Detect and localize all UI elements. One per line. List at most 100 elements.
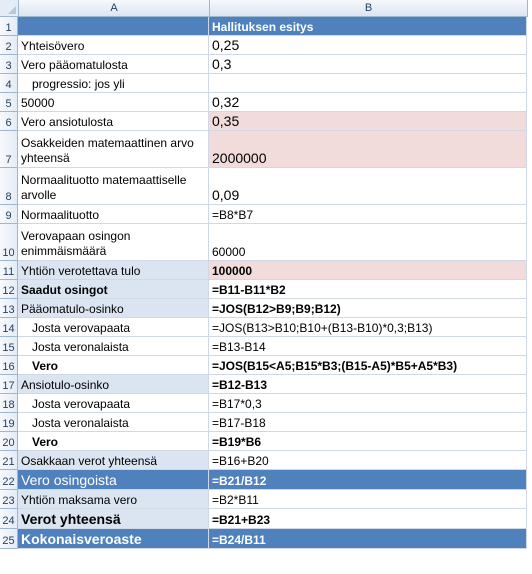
cell-b10[interactable]: 60000 — [209, 224, 527, 261]
cell-a15[interactable]: Josta veronalaista — [18, 337, 209, 356]
cell-a13[interactable]: Pääomatulo-osinko — [18, 299, 209, 318]
cell-b9[interactable]: =B8*B7 — [209, 205, 527, 224]
sheet-row: 17 Ansiotulo-osinko =B12-B13 — [0, 375, 532, 394]
sheet-row: 11 Yhtiön verotettava tulo 100000 — [0, 261, 532, 280]
cell-b21[interactable]: =B16+B20 — [209, 451, 527, 470]
row-header[interactable]: 5 — [0, 93, 18, 112]
cell-b3[interactable]: 0,3 — [209, 55, 527, 74]
row-header[interactable]: 2 — [0, 36, 18, 55]
cell-a8[interactable]: Normaalituotto matemaattiselle arvolle — [18, 168, 209, 205]
cell-b12[interactable]: =B11-B11*B2 — [209, 280, 527, 299]
cell-b16[interactable]: =JOS(B15<A5;B15*B3;(B15-A5)*B5+A5*B3) — [209, 356, 527, 375]
row-header[interactable]: 22 — [0, 470, 18, 490]
cell-a18[interactable]: Josta verovapaata — [18, 394, 209, 413]
row-header[interactable]: 18 — [0, 394, 18, 413]
cell-b1[interactable]: Hallituksen esitys — [209, 17, 527, 36]
cell-b7[interactable]: 2000000 — [209, 131, 527, 168]
sheet-row: 20 Vero =B19*B6 — [0, 432, 532, 451]
row-header[interactable]: 23 — [0, 490, 18, 509]
cell-a3[interactable]: Vero pääomatulosta — [18, 55, 209, 74]
cell-a21[interactable]: Osakkaan verot yhteensä — [18, 451, 209, 470]
sheet-row: 13 Pääomatulo-osinko =JOS(B12>B9;B9;B12) — [0, 299, 532, 318]
cell-a22[interactable]: Vero osingoista — [18, 470, 209, 490]
row-header[interactable]: 10 — [0, 224, 18, 261]
sheet-row: 7 Osakkeiden matemaattinen arvo yhteensä… — [0, 131, 532, 168]
cell-b19[interactable]: =B17-B18 — [209, 413, 527, 432]
cell-a14[interactable]: Josta verovapaata — [18, 318, 209, 337]
row-header[interactable]: 8 — [0, 168, 18, 205]
row-header[interactable]: 9 — [0, 205, 18, 224]
cell-a9[interactable]: Normaalituotto — [18, 205, 209, 224]
row-header[interactable]: 16 — [0, 356, 18, 375]
cell-a2[interactable]: Yhteisövero — [18, 36, 209, 55]
sheet-row: 16 Vero =JOS(B15<A5;B15*B3;(B15-A5)*B5+A… — [0, 356, 532, 375]
cell-b11[interactable]: 100000 — [209, 261, 527, 280]
row-header[interactable]: 24 — [0, 509, 18, 529]
cell-a1[interactable] — [18, 17, 209, 36]
select-all-triangle-icon — [8, 6, 16, 14]
row-header[interactable]: 1 — [0, 17, 18, 36]
cell-b20[interactable]: =B19*B6 — [209, 432, 527, 451]
row-header[interactable]: 25 — [0, 529, 18, 549]
cell-b6[interactable]: 0,35 — [209, 112, 527, 131]
cell-b8[interactable]: 0,09 — [209, 168, 527, 205]
column-header-a[interactable]: A — [19, 0, 210, 17]
cell-b13[interactable]: =JOS(B12>B9;B9;B12) — [209, 299, 527, 318]
cell-a4[interactable]: progressio: jos yli — [18, 74, 209, 93]
cell-b23[interactable]: =B2*B11 — [209, 490, 527, 509]
row-header[interactable]: 3 — [0, 55, 18, 74]
cell-a24[interactable]: Verot yhteensä — [18, 509, 209, 529]
cell-a20[interactable]: Vero — [18, 432, 209, 451]
sheet-row: 15 Josta veronalaista =B13-B14 — [0, 337, 532, 356]
cell-b25[interactable]: =B24/B11 — [209, 529, 527, 549]
select-all-corner[interactable] — [0, 0, 19, 17]
sheet-row: 6 Vero ansiotulosta 0,35 — [0, 112, 532, 131]
row-header[interactable]: 13 — [0, 299, 18, 318]
cell-b22[interactable]: =B21/B12 — [209, 470, 527, 490]
row-header[interactable]: 6 — [0, 112, 18, 131]
row-header[interactable]: 7 — [0, 131, 18, 168]
cell-a19[interactable]: Josta veronalaista — [18, 413, 209, 432]
sheet-row: 19 Josta veronalaista =B17-B18 — [0, 413, 532, 432]
row-header[interactable]: 17 — [0, 375, 18, 394]
sheet-row: 4 progressio: jos yli — [0, 74, 532, 93]
sheet-row: 9 Normaalituotto =B8*B7 — [0, 205, 532, 224]
sheet-row: 25 Kokonaisveroaste =B24/B11 — [0, 529, 532, 549]
cell-a16[interactable]: Vero — [18, 356, 209, 375]
cell-a6[interactable]: Vero ansiotulosta — [18, 112, 209, 131]
cell-b5[interactable]: 0,32 — [209, 93, 527, 112]
cell-b4[interactable] — [209, 74, 527, 93]
sheet-row: 1 Hallituksen esitys — [0, 17, 532, 36]
cell-b17[interactable]: =B12-B13 — [209, 375, 527, 394]
cell-a23[interactable]: Yhtiön maksama vero — [18, 490, 209, 509]
cell-a5[interactable]: 50000 — [18, 93, 209, 112]
cell-a11[interactable]: Yhtiön verotettava tulo — [18, 261, 209, 280]
row-header[interactable]: 14 — [0, 318, 18, 337]
cell-b2[interactable]: 0,25 — [209, 36, 527, 55]
cell-b24[interactable]: =B21+B23 — [209, 509, 527, 529]
row-header[interactable]: 20 — [0, 432, 18, 451]
row-header[interactable]: 15 — [0, 337, 18, 356]
column-header-b[interactable]: B — [210, 0, 528, 17]
column-header-row: A B — [0, 0, 532, 17]
sheet-row: 24 Verot yhteensä =B21+B23 — [0, 509, 532, 529]
sheet-row: 18 Josta verovapaata =B17*0,3 — [0, 394, 532, 413]
sheet-row: 22 Vero osingoista =B21/B12 — [0, 470, 532, 490]
cell-a25[interactable]: Kokonaisveroaste — [18, 529, 209, 549]
cell-a10[interactable]: Verovapaan osingon enimmäismäärä — [18, 224, 209, 261]
cell-a17[interactable]: Ansiotulo-osinko — [18, 375, 209, 394]
row-header[interactable]: 4 — [0, 74, 18, 93]
sheet-row: 21 Osakkaan verot yhteensä =B16+B20 — [0, 451, 532, 470]
sheet-row: 14 Josta verovapaata =JOS(B13>B10;B10+(B… — [0, 318, 532, 337]
cell-b14[interactable]: =JOS(B13>B10;B10+(B13-B10)*0,3;B13) — [209, 318, 527, 337]
cell-b15[interactable]: =B13-B14 — [209, 337, 527, 356]
cell-a7[interactable]: Osakkeiden matemaattinen arvo yhteensä — [18, 131, 209, 168]
sheet-row: 23 Yhtiön maksama vero =B2*B11 — [0, 490, 532, 509]
cell-a12[interactable]: Saadut osingot — [18, 280, 209, 299]
row-header[interactable]: 11 — [0, 261, 18, 280]
row-header[interactable]: 19 — [0, 413, 18, 432]
row-header[interactable]: 21 — [0, 451, 18, 470]
cell-b18[interactable]: =B17*0,3 — [209, 394, 527, 413]
row-header[interactable]: 12 — [0, 280, 18, 299]
sheet-row: 10 Verovapaan osingon enimmäismäärä 6000… — [0, 224, 532, 261]
